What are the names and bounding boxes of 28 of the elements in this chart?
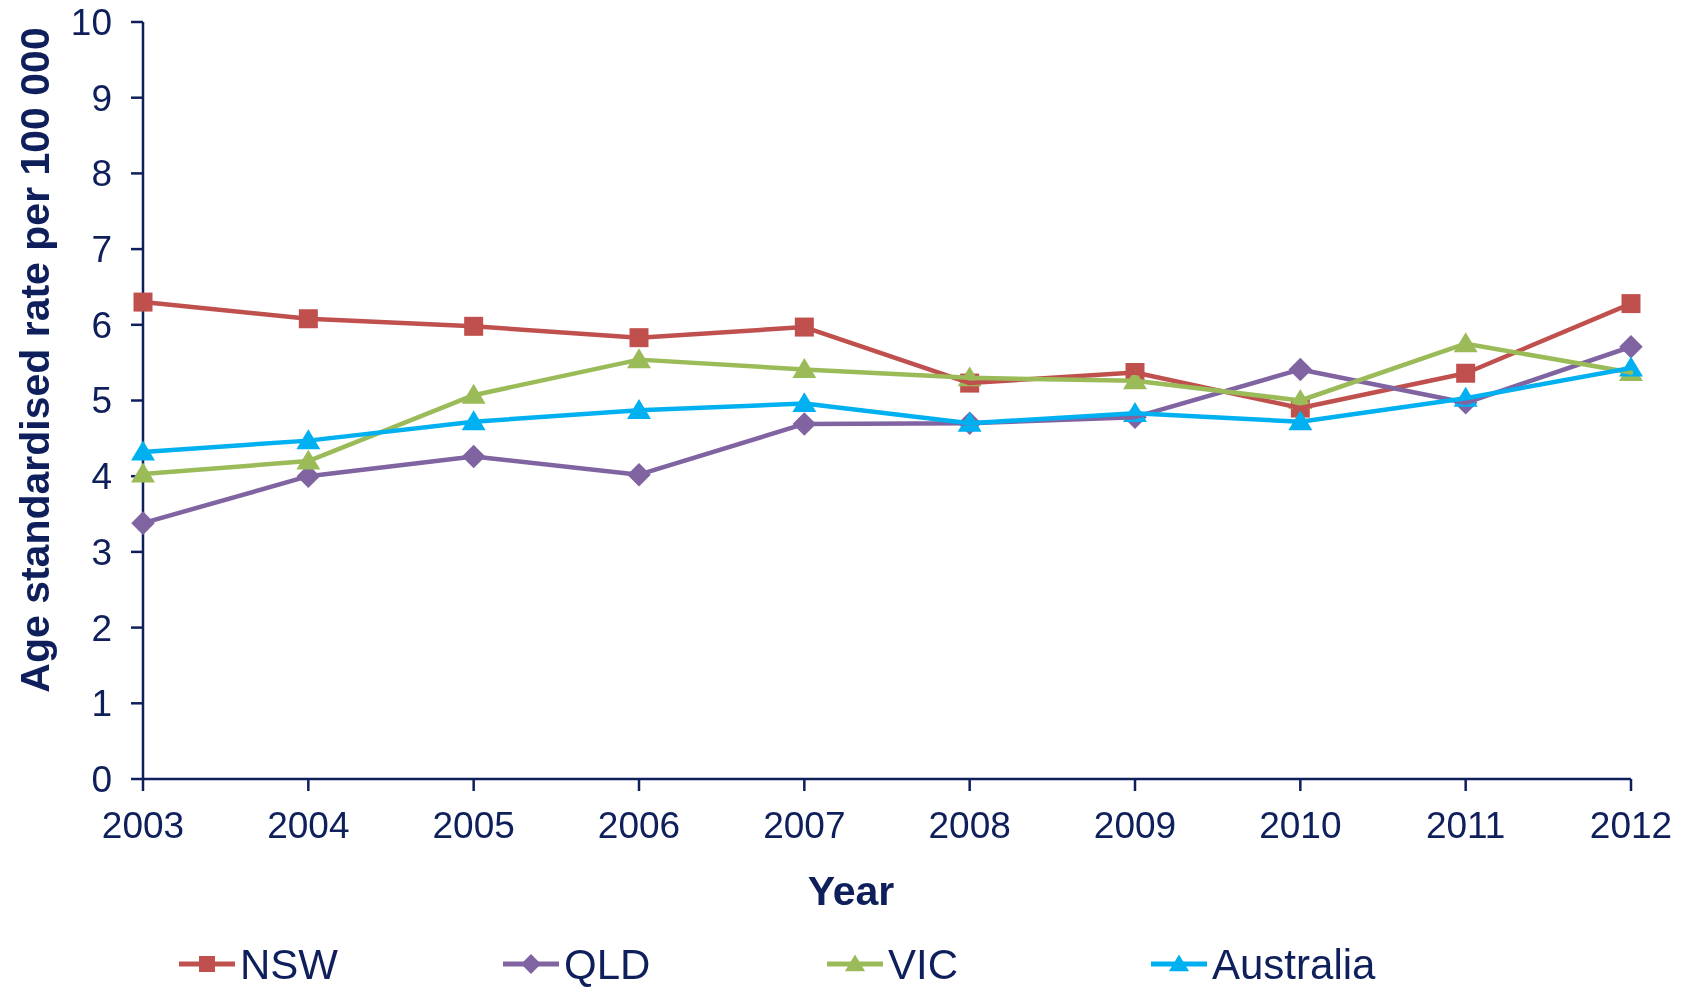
point xyxy=(131,440,155,461)
y-tick-label: 6 xyxy=(91,304,112,346)
x-tick-label: 2009 xyxy=(1093,805,1177,846)
legend-label: QLD xyxy=(564,941,651,989)
y-tick-label: 9 xyxy=(91,77,112,119)
x-tick-label: 2011 xyxy=(1425,805,1506,846)
legend-label: Australia xyxy=(1212,941,1377,989)
legend-label: VIC xyxy=(888,941,959,989)
x-tick-label: 2005 xyxy=(432,805,515,846)
x-tick-label: 2003 xyxy=(101,805,185,846)
x-tick-label: 2006 xyxy=(597,805,681,846)
x-tick-label: 2004 xyxy=(267,805,350,846)
x-axis-title: Year xyxy=(807,868,895,914)
y-tick-label: 10 xyxy=(70,1,112,43)
y-tick-label: 4 xyxy=(91,456,112,498)
y-tick-label: 1 xyxy=(91,683,112,725)
y-tick-label: 0 xyxy=(91,758,112,800)
legend-label: NSW xyxy=(240,941,339,989)
y-axis-title: Age standardised rate per 100 000 xyxy=(12,27,58,693)
y-tick-label: 7 xyxy=(91,229,112,271)
x-tick-label: 2007 xyxy=(763,805,846,846)
x-tick-label: 2012 xyxy=(1589,805,1673,846)
x-tick-label: 2008 xyxy=(928,805,1011,846)
y-tick-label: 3 xyxy=(91,531,112,573)
y-tick-label: 2 xyxy=(91,607,112,649)
x-tick-label: 2010 xyxy=(1259,805,1342,846)
y-tick-label: 8 xyxy=(91,153,112,195)
y-tick-label: 5 xyxy=(91,380,112,422)
